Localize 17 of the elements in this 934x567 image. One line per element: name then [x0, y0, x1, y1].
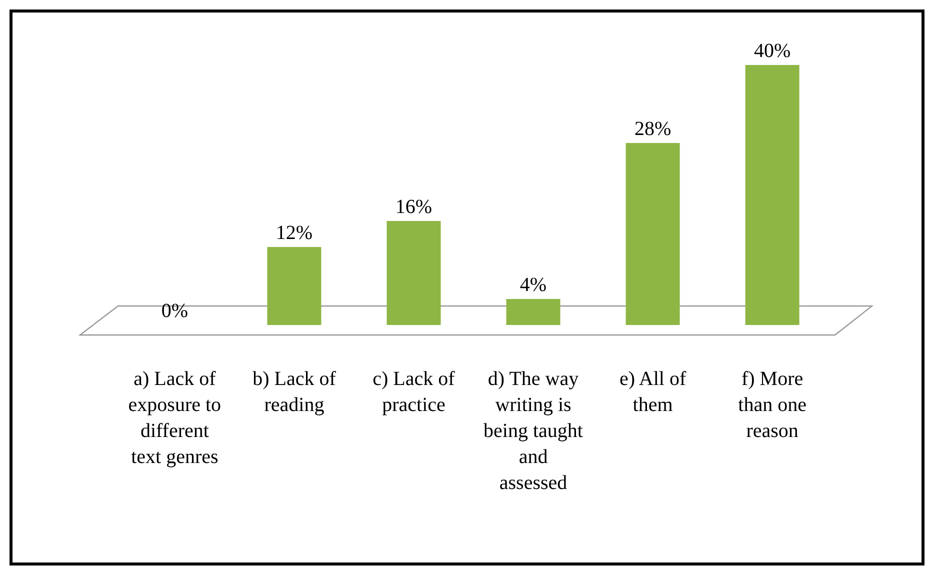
x-tick-label: b) Lack of reading: [252, 368, 336, 416]
data-label: 0%: [161, 300, 188, 322]
data-label: 16%: [395, 196, 432, 218]
x-tick-label: d) The way writing is being taught and assessed: [484, 368, 584, 494]
data-label: 12%: [276, 222, 313, 244]
x-tick-label: c) Lack of practice: [372, 368, 456, 416]
bar: [745, 65, 800, 325]
x-tick-label: a) Lack of exposure to different text genres: [128, 368, 222, 468]
bar: [626, 143, 680, 325]
x-tick-label: e) All of them: [619, 368, 686, 416]
data-label: 28%: [634, 118, 672, 140]
x-tick-label: f) More than one reason: [738, 368, 807, 442]
data-label: 40%: [754, 40, 791, 62]
bar: [506, 299, 560, 325]
bar: [386, 221, 441, 325]
data-label: 4%: [520, 274, 547, 296]
bar: [267, 247, 322, 325]
